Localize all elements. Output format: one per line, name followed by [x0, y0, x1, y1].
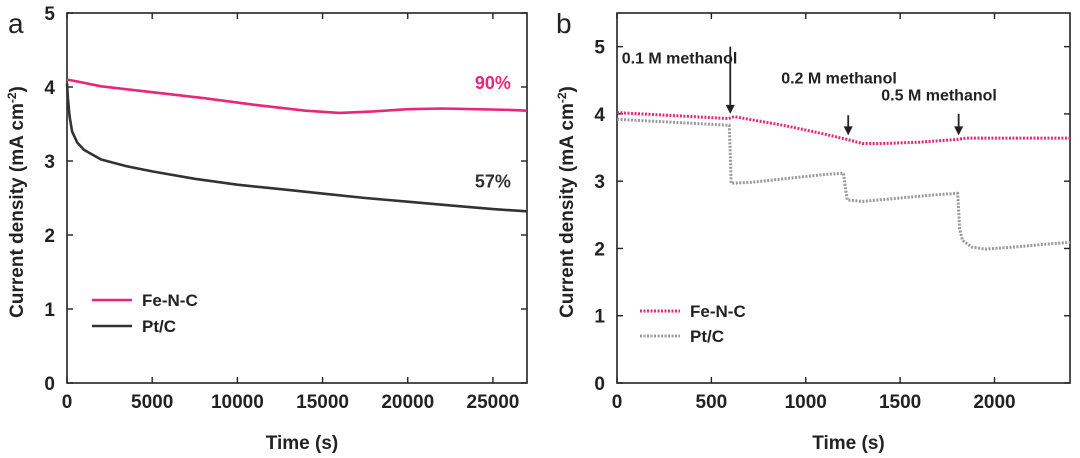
- x-tick-label: 1500: [879, 392, 921, 413]
- x-tick-label: 500: [696, 392, 728, 413]
- y-tick-label: 0: [594, 374, 605, 395]
- x-tick-label: 15000: [296, 392, 349, 413]
- legend-label: Pt/C: [690, 327, 724, 346]
- x-tick-label: 0: [62, 392, 73, 413]
- x-axis-label: Time (s): [266, 433, 339, 454]
- legend-label: Fe-N-C: [142, 291, 198, 310]
- y-tick-label: 3: [44, 152, 55, 173]
- series-line-pt-c: [65, 83, 528, 213]
- chart-panel-b: 0 500 1000 1500 2000 0 1 2 3 4 5 Time (s) Current de…: [555, 8, 1071, 454]
- legend-label: Pt/C: [142, 317, 176, 336]
- x-tick-label: 5000: [131, 392, 173, 413]
- series-line-pt-c: [616, 117, 1071, 251]
- annotation-text: 90%: [475, 73, 511, 93]
- y-tick-label: 4: [44, 78, 55, 99]
- y-tick-label: 1: [594, 307, 605, 328]
- y-tick-label: 1: [44, 300, 55, 321]
- y-tick-label: 2: [44, 226, 55, 247]
- x-tick-label: 1000: [785, 392, 827, 413]
- y-tick-label: 4: [594, 105, 605, 126]
- panel-letter: a: [8, 8, 24, 39]
- x-axis-label: Time (s): [812, 433, 885, 454]
- x-tick-label: 0: [612, 392, 623, 413]
- plot-frame: [616, 12, 1071, 384]
- y-axis-label: Current density (mA cm-2): [555, 86, 578, 318]
- y-tick-label: 2: [594, 239, 605, 260]
- annotation-text: 0.5 M methanol: [881, 87, 997, 104]
- x-tick-label: 20000: [381, 392, 434, 413]
- y-tick-label: 3: [594, 172, 605, 193]
- annotation-arrowhead: [954, 126, 964, 136]
- series-line-fe-n-c: [66, 78, 528, 115]
- annotation-text: 0.2 M methanol: [781, 71, 897, 88]
- legend-label: Fe-N-C: [690, 302, 746, 321]
- annotation-text: 0.1 M methanol: [622, 50, 738, 67]
- annotation-arrowhead: [725, 104, 735, 114]
- annotation-arrowhead: [843, 126, 853, 136]
- y-axis-label: Current density (mA cm-2): [5, 86, 28, 318]
- x-tick-label: 25000: [467, 392, 520, 413]
- panel-letter: b: [556, 8, 572, 39]
- plot-frame: [66, 12, 528, 384]
- x-tick-label: 2000: [973, 392, 1015, 413]
- y-tick-label: 5: [594, 38, 605, 59]
- y-tick-label: 0: [44, 374, 55, 395]
- annotation-text: 57%: [475, 172, 511, 192]
- chart-panel-a: 0 5000 10000 15000 20000 25000 0 1 2 3 4 5 Time (s) C…: [5, 4, 528, 454]
- y-tick-label: 5: [44, 4, 55, 25]
- series-line-fe-n-c: [616, 111, 1070, 145]
- x-tick-label: 10000: [211, 392, 264, 413]
